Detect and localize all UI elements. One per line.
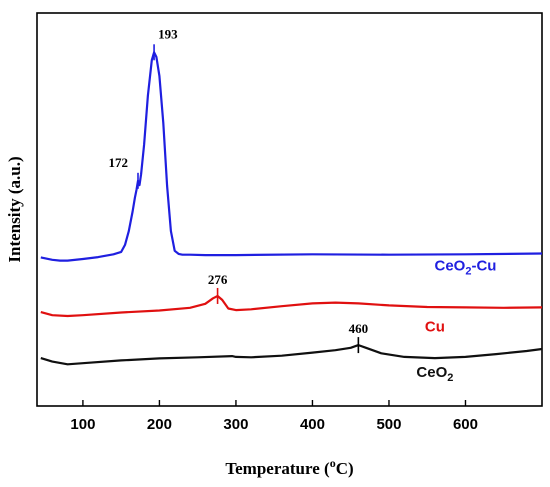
x-tick-label: 500 [376,416,401,433]
series-line-cu [40,294,543,318]
plot-frame [36,12,543,407]
series-label-ceo2-cu: CeO2-Cu [435,258,497,278]
x-tick-label: 200 [147,416,172,433]
peak-label: 172 [109,155,129,170]
y-axis-title: Intensity (a.u.) [5,156,24,262]
peak-label: 460 [349,321,369,336]
x-tick-label: 600 [453,416,478,433]
x-axis-title: Temperature (oC) [225,456,353,478]
series-label-ceo2: CeO2 [416,364,453,384]
series-line-ceo2-cu [40,51,543,262]
x-tick-label: 100 [70,416,95,433]
peak-label: 276 [208,272,228,287]
series-line-ceo2 [40,344,543,366]
peak-label: 193 [158,26,178,41]
x-tick-label: 400 [300,416,325,433]
series-label-cu: Cu [425,319,445,336]
x-tick-label: 300 [223,416,248,433]
